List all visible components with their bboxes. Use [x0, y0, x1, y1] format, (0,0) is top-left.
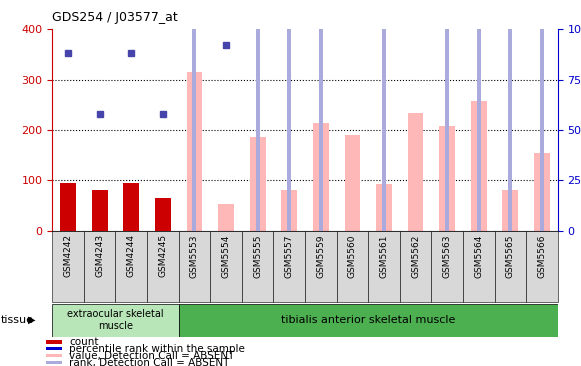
Bar	[123, 183, 139, 231]
Bar	[155, 198, 171, 231]
Text: GSM5559: GSM5559	[316, 234, 325, 278]
Text: ▶: ▶	[28, 315, 35, 325]
Bar	[192, 0, 196, 231]
Bar	[210, 231, 242, 302]
Bar	[46, 361, 62, 364]
Bar	[52, 231, 84, 302]
Bar	[540, 0, 544, 231]
Bar	[376, 184, 392, 231]
Bar	[319, 0, 323, 231]
Bar	[445, 0, 449, 231]
Bar	[179, 231, 210, 302]
Bar	[526, 231, 558, 302]
Bar	[336, 231, 368, 302]
Bar	[92, 190, 107, 231]
Bar	[305, 231, 336, 302]
Text: GSM5561: GSM5561	[379, 234, 389, 278]
Text: GSM5557: GSM5557	[285, 234, 294, 278]
Bar	[400, 231, 431, 302]
Bar	[46, 354, 62, 357]
Bar	[46, 347, 62, 351]
Text: count: count	[70, 337, 99, 347]
Bar	[46, 340, 62, 344]
Bar	[431, 231, 463, 302]
Bar	[471, 101, 487, 231]
Bar	[313, 123, 329, 231]
Text: value, Detection Call = ABSENT: value, Detection Call = ABSENT	[70, 351, 235, 361]
Bar	[147, 231, 179, 302]
Bar	[345, 135, 360, 231]
Bar	[123, 183, 139, 231]
Bar	[52, 304, 179, 337]
Bar	[242, 231, 274, 302]
Bar	[534, 153, 550, 231]
Text: rank, Detection Call = ABSENT: rank, Detection Call = ABSENT	[70, 358, 230, 366]
Text: GSM4242: GSM4242	[63, 234, 73, 277]
Bar	[274, 231, 305, 302]
Bar	[503, 190, 518, 231]
Text: GSM5554: GSM5554	[221, 234, 231, 277]
Text: GSM5563: GSM5563	[443, 234, 451, 278]
Text: GSM4243: GSM4243	[95, 234, 104, 277]
Text: GSM5555: GSM5555	[253, 234, 262, 278]
Bar	[187, 72, 202, 231]
Text: GSM5553: GSM5553	[190, 234, 199, 278]
Bar	[84, 231, 116, 302]
Bar	[60, 183, 76, 231]
Bar	[408, 113, 424, 231]
Text: GSM5564: GSM5564	[474, 234, 483, 277]
Bar	[92, 190, 107, 231]
Bar	[218, 204, 234, 231]
Text: tissue: tissue	[1, 315, 34, 325]
Bar	[155, 198, 171, 231]
Text: percentile rank within the sample: percentile rank within the sample	[70, 344, 245, 354]
Bar	[256, 0, 260, 231]
Bar	[250, 138, 266, 231]
Bar	[477, 0, 480, 231]
Bar	[116, 231, 147, 302]
Bar	[439, 126, 455, 231]
Text: GSM5565: GSM5565	[506, 234, 515, 278]
Text: GDS254 / J03577_at: GDS254 / J03577_at	[52, 11, 178, 24]
Bar	[463, 231, 494, 302]
Text: GSM5566: GSM5566	[537, 234, 547, 278]
Bar	[287, 0, 291, 231]
Bar	[494, 231, 526, 302]
Bar	[179, 304, 558, 337]
Bar	[508, 23, 512, 231]
Text: GSM5562: GSM5562	[411, 234, 420, 277]
Text: extraocular skeletal
muscle: extraocular skeletal muscle	[67, 309, 164, 331]
Text: GSM4244: GSM4244	[127, 234, 136, 277]
Text: tibialis anterior skeletal muscle: tibialis anterior skeletal muscle	[281, 315, 456, 325]
Text: GSM4245: GSM4245	[159, 234, 167, 277]
Text: GSM5560: GSM5560	[348, 234, 357, 278]
Bar	[382, 0, 386, 231]
Bar	[281, 190, 297, 231]
Bar	[368, 231, 400, 302]
Bar	[60, 183, 76, 231]
